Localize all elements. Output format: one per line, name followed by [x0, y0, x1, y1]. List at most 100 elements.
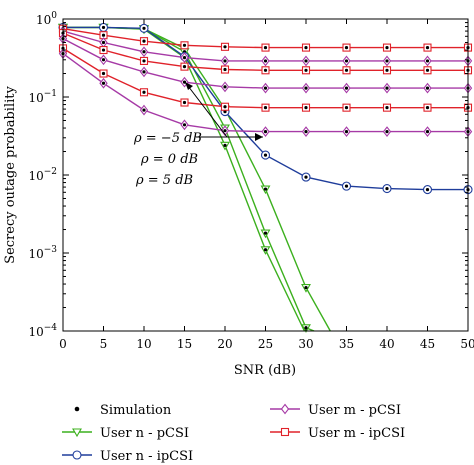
simulation-point	[425, 86, 430, 90]
simulation-point	[385, 68, 389, 72]
simulation-point	[385, 130, 389, 134]
y-axis-label: Secrecy outage probability	[3, 86, 18, 264]
simulation-point	[385, 45, 389, 50]
rho-annotation: ρ = −5 dB ρ = 0 dB ρ = 5 dB	[133, 81, 263, 188]
simulation-point	[304, 45, 308, 50]
simulation-point	[425, 59, 430, 63]
legend-marker	[72, 450, 82, 460]
simulation-point	[101, 25, 106, 30]
simulation-point	[101, 81, 106, 85]
annotation-arrowhead-upper	[185, 82, 193, 90]
x-tick-label: 25	[258, 337, 273, 351]
simulation-point	[263, 86, 268, 90]
simulation-point	[263, 106, 268, 110]
simulation-point	[344, 59, 349, 63]
simulation-point	[304, 106, 308, 110]
simulation-point	[263, 59, 268, 63]
x-tick-label: 10	[136, 337, 151, 351]
legend-label: User n - ipCSI	[100, 449, 193, 464]
simulation-point	[182, 43, 187, 47]
legend-label: User n - pCSI	[100, 426, 189, 441]
simulation-point	[223, 105, 227, 109]
simulation-point	[263, 153, 268, 157]
simulation-point	[425, 45, 430, 50]
simulation-point	[223, 85, 227, 89]
simulation-point	[182, 65, 187, 69]
x-axis-label: SNR (dB)	[234, 363, 296, 378]
simulation-point	[263, 187, 268, 191]
simulation-point	[223, 45, 227, 49]
annotation-rho-0: ρ = 0 dB	[140, 152, 198, 167]
legend-marker	[280, 427, 290, 437]
simulation-point	[101, 48, 106, 52]
x-tick-label: 0	[59, 337, 67, 351]
legend-label: Simulation	[100, 403, 172, 418]
annotation-rho-5: ρ = 5 dB	[135, 173, 193, 188]
legend-item: User m - pCSI	[270, 403, 401, 418]
y-tick-label: 10−2	[28, 167, 57, 183]
x-tick-label: 45	[420, 337, 435, 351]
legend-item: User n - pCSI	[62, 426, 189, 441]
simulation-point	[263, 130, 268, 134]
legend-item: User m - ipCSI	[270, 426, 405, 441]
simulation-point	[385, 186, 389, 191]
x-tick-label: 30	[298, 337, 313, 351]
simulation-point	[142, 90, 146, 94]
simulation-point	[304, 59, 308, 63]
x-tick-label: 50	[460, 337, 474, 351]
simulation-point	[182, 100, 187, 105]
simulation-point	[344, 130, 349, 134]
simulation-point	[182, 123, 187, 127]
simulation-point	[425, 130, 430, 134]
simulation-point	[304, 175, 308, 179]
x-tick-label: 20	[217, 337, 232, 351]
legend: Simulation User n - pCSI User n - ipCSI Use…	[62, 403, 405, 464]
simulation-point	[304, 130, 308, 134]
simulation-point	[263, 231, 268, 235]
simulation-point	[101, 71, 106, 76]
simulation-point	[142, 59, 146, 63]
simulation-point	[385, 106, 389, 110]
x-tick-label: 5	[100, 337, 108, 351]
legend-item: Simulation	[74, 403, 172, 418]
simulation-point	[142, 70, 146, 74]
series-layer	[58, 22, 473, 333]
simulation-point	[142, 26, 146, 30]
simulation-point	[101, 58, 106, 62]
legend-item: User n - ipCSI	[62, 449, 193, 464]
simulation-point	[425, 106, 430, 110]
simulation-point	[304, 86, 308, 90]
annotation-rho-minus5: ρ = −5 dB	[133, 131, 202, 146]
simulation-point	[425, 187, 430, 192]
annotation-arrow-upper	[184, 81, 228, 138]
simulation-point	[142, 39, 146, 43]
simulation-point	[142, 50, 146, 54]
annotation-arrowhead-lower	[255, 133, 263, 141]
simulation-point	[263, 45, 268, 50]
series-9	[58, 48, 473, 138]
y-tick-label: 100	[36, 11, 57, 27]
simulation-point	[101, 33, 106, 37]
simulation-point	[263, 68, 268, 72]
simulation-point	[344, 184, 349, 188]
legend-marker	[72, 428, 82, 438]
y-tick-label: 10−1	[28, 89, 57, 105]
simulation-point	[223, 129, 227, 133]
y-tick-label: 10−3	[28, 245, 57, 261]
simulation-point	[223, 67, 227, 72]
simulation-point	[385, 86, 389, 90]
legend-marker	[280, 403, 290, 415]
axis-layer: 0 5 10 15 20 25 30 35 40 45 50 100 10−1 10−2 10−3 10−4	[28, 11, 474, 351]
legend-marker	[74, 406, 80, 412]
series-3	[58, 22, 473, 195]
y-tick-label: 10−4	[28, 323, 57, 339]
simulation-point	[263, 248, 268, 252]
simulation-point	[142, 108, 146, 112]
simulation-point	[223, 143, 227, 147]
x-tick-label: 15	[177, 337, 192, 351]
simulation-point	[101, 40, 106, 45]
x-tick-label: 40	[379, 337, 394, 351]
series-8	[58, 44, 473, 112]
simulation-point	[425, 68, 430, 72]
